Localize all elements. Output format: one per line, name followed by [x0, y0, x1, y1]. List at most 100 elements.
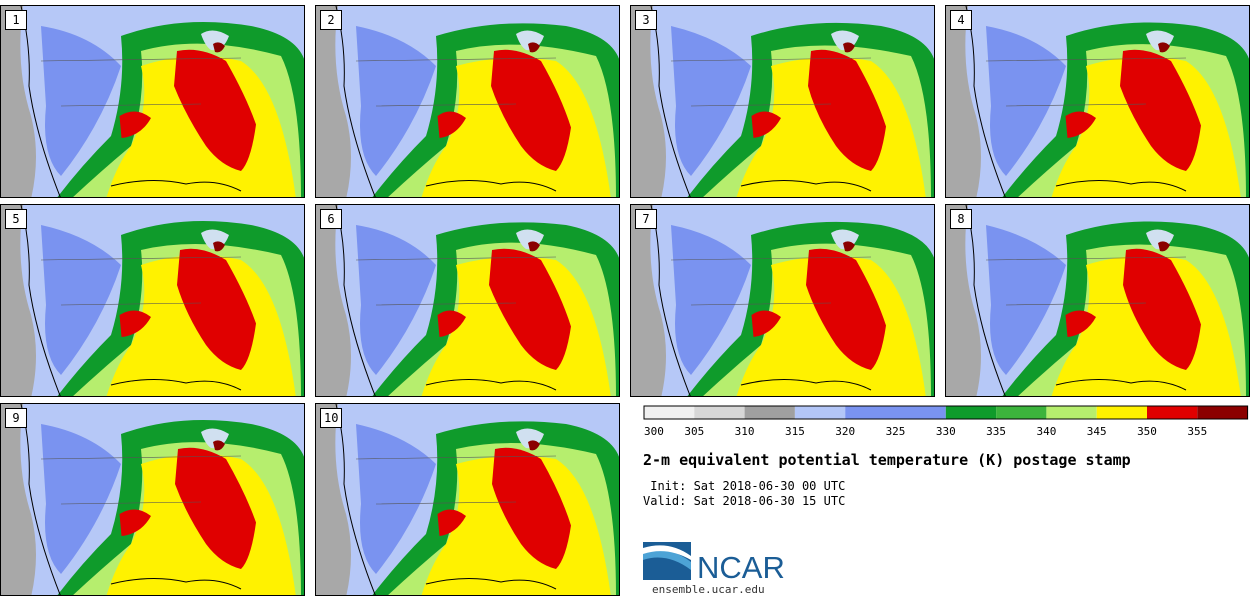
- panel-6: 6: [315, 204, 620, 397]
- red-high-theta-e-core: [491, 49, 571, 171]
- map-2: [316, 6, 619, 197]
- colorbar-frame: [643, 405, 1249, 420]
- map-9: [1, 404, 304, 595]
- red-plains-patch: [437, 509, 466, 536]
- state-borders: [670, 57, 872, 107]
- red-plains-patch: [1065, 111, 1096, 138]
- red-plains-patch: [751, 111, 781, 138]
- map-8: [946, 205, 1249, 396]
- red-plains-patch: [119, 509, 151, 536]
- member-label: 7: [635, 209, 657, 229]
- colorbar-tick-label: 315: [785, 425, 805, 438]
- colorbar-segment: [644, 406, 695, 419]
- west-coastline: [650, 6, 691, 197]
- west-coastline: [335, 404, 376, 595]
- pacific-ocean: [316, 205, 351, 396]
- pacific-ocean: [946, 205, 981, 396]
- colorbar-tick-label: 340: [1036, 425, 1056, 438]
- colorbar-segment: [1046, 406, 1097, 419]
- west-mid-blue-region: [671, 225, 751, 375]
- colorbar-segment: [1147, 406, 1198, 419]
- red-plains-patch: [119, 310, 151, 337]
- colorbar: 300 305 310 315 320 325 330 335 340 345 350 355: [643, 405, 1249, 438]
- red-high-theta-e-core: [175, 447, 256, 569]
- colorbar-tick-label: 330: [936, 425, 956, 438]
- pacific-ocean: [1, 404, 36, 595]
- map-3: [631, 6, 934, 197]
- panel-10: 10: [315, 403, 620, 596]
- ncar-logo: NCAR: [643, 542, 785, 582]
- state-borders: [985, 256, 1187, 306]
- map-7: [631, 205, 934, 396]
- colorbar-segment: [694, 406, 745, 419]
- west-mid-blue-region: [356, 225, 436, 375]
- panel-4: 4: [945, 5, 1250, 198]
- member-label: 3: [635, 10, 657, 30]
- gulf-coastline: [110, 378, 242, 391]
- logo-swoosh: [643, 549, 691, 570]
- pacific-ocean: [631, 6, 666, 197]
- colorbar-segment: [794, 406, 846, 419]
- red-high-theta-e-core: [174, 49, 256, 171]
- red-high-theta-e-core: [177, 248, 256, 370]
- colorbar-tick-label: 355: [1187, 425, 1207, 438]
- colorbar-tick-label: 325: [886, 425, 906, 438]
- valid-time: Valid: Sat 2018-06-30 15 UTC: [643, 494, 846, 508]
- red-high-theta-e-core: [808, 49, 886, 171]
- state-borders: [355, 256, 557, 306]
- gulf-coastline: [425, 179, 557, 192]
- member-label: 2: [320, 10, 342, 30]
- state-borders: [355, 455, 557, 505]
- west-mid-blue-region: [41, 26, 121, 176]
- colorbar-segment: [845, 406, 896, 419]
- west-mid-blue-region: [986, 26, 1066, 176]
- colorbar-segment: [895, 406, 946, 419]
- colorbar-segment: [1197, 406, 1248, 419]
- west-coastline: [965, 205, 1006, 396]
- map-6: [316, 205, 619, 396]
- dark-red-patch: [528, 440, 540, 451]
- pacific-ocean: [1, 6, 36, 197]
- west-coastline: [335, 205, 376, 396]
- member-label: 1: [5, 10, 27, 30]
- red-plains-patch: [751, 310, 781, 337]
- logo-text: NCAR: [697, 550, 785, 582]
- state-borders: [40, 57, 242, 107]
- gulf-coastline: [110, 179, 242, 192]
- dark-red-patch: [843, 241, 855, 252]
- state-borders: [40, 455, 242, 505]
- red-high-theta-e-core: [492, 447, 571, 569]
- state-borders: [355, 57, 557, 107]
- colorbar-tick-label: 335: [986, 425, 1006, 438]
- red-plains-patch: [437, 111, 466, 138]
- pacific-ocean: [316, 404, 351, 595]
- init-time: Init: Sat 2018-06-30 00 UTC: [643, 479, 846, 493]
- colorbar-segment: [945, 406, 997, 419]
- west-coastline: [20, 404, 61, 595]
- red-plains-patch: [119, 111, 151, 138]
- map-4: [946, 6, 1249, 197]
- member-label: 8: [950, 209, 972, 229]
- dark-red-patch: [213, 241, 225, 252]
- west-coastline: [335, 6, 376, 197]
- dark-red-patch: [843, 42, 855, 53]
- dark-red-patch: [213, 440, 225, 451]
- west-mid-blue-region: [986, 225, 1066, 375]
- dark-red-patch: [528, 42, 540, 53]
- panel-5: 5: [0, 204, 305, 397]
- west-mid-blue-region: [41, 225, 121, 375]
- panel-8: 8: [945, 204, 1250, 397]
- panel-3: 3: [630, 5, 935, 198]
- dark-red-patch: [1158, 241, 1170, 252]
- west-mid-blue-region: [356, 424, 436, 574]
- colorbar-segment: [996, 406, 1047, 419]
- gulf-coastline: [425, 577, 557, 590]
- west-coastline: [650, 205, 691, 396]
- state-borders: [40, 256, 242, 306]
- pacific-ocean: [316, 6, 351, 197]
- member-label: 6: [320, 209, 342, 229]
- dark-red-patch: [1158, 42, 1170, 53]
- pacific-ocean: [946, 6, 981, 197]
- colorbar-segment: [1096, 406, 1147, 419]
- colorbar-tick-label: 300: [644, 425, 664, 438]
